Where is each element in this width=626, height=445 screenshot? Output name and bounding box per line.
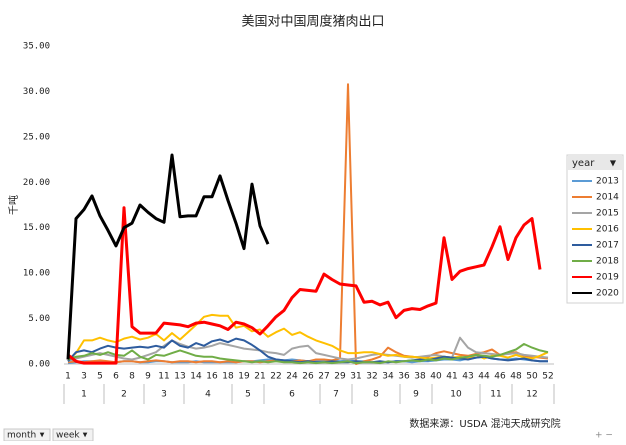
x-tick-label: 43 <box>462 372 473 382</box>
x-tick-label: 8 <box>129 372 135 382</box>
x-group-label: 8 <box>373 390 379 400</box>
x-tick-label: 3 <box>81 372 87 382</box>
legend-label: 2020 <box>596 289 619 299</box>
x-tick-label: 41 <box>446 372 457 382</box>
x-tick-label: 13 <box>174 372 185 382</box>
series-line <box>67 336 549 363</box>
x-group-label: 9 <box>413 390 419 400</box>
legend-label: 2018 <box>596 257 619 267</box>
y-tick-label: 30.00 <box>23 87 50 97</box>
x-tick-label: 18 <box>222 372 234 382</box>
legend-label: 2017 <box>596 241 619 251</box>
legend-label: 2014 <box>596 193 619 203</box>
pivot-button-arrow: ▼ <box>83 432 88 439</box>
source-note: 数据来源：USDA 混沌天成研究院 <box>409 417 560 430</box>
legend-header <box>568 156 622 170</box>
x-group-label: 2 <box>121 390 127 400</box>
x-tick-label: 52 <box>542 372 553 382</box>
x-tick-label: 9 <box>145 372 151 382</box>
x-group-label: 1 <box>81 390 87 400</box>
y-tick-label: 20.00 <box>23 178 50 188</box>
y-tick-label: 35.00 <box>23 42 50 52</box>
x-group-label: 7 <box>333 390 339 400</box>
y-tick-label: 0.00 <box>28 360 50 370</box>
x-group-label: 11 <box>490 390 501 400</box>
x-tick-label: 38 <box>414 372 426 382</box>
x-tick-label: 16 <box>206 372 218 382</box>
x-group-label: 3 <box>161 390 167 400</box>
x-tick-label: 50 <box>526 372 538 382</box>
x-tick-label: 14 <box>190 372 202 382</box>
x-tick-label: 11 <box>158 372 169 382</box>
x-tick-label: 1 <box>65 372 71 382</box>
legend-filter-button[interactable]: ▼ <box>610 159 617 168</box>
y-tick-label: 15.00 <box>23 223 50 233</box>
x-tick-label: 36 <box>398 372 410 382</box>
x-tick-label: 48 <box>510 372 522 382</box>
x-group-label: 12 <box>526 390 537 400</box>
y-axis-label: 千吨 <box>7 195 20 215</box>
legend-title: year <box>572 158 595 169</box>
x-tick-label: 6 <box>113 372 119 382</box>
x-group-label: 5 <box>245 390 251 400</box>
x-tick-label: 24 <box>286 372 298 382</box>
y-tick-label: 25.00 <box>23 132 50 142</box>
x-tick-label: 22 <box>270 372 281 382</box>
x-tick-label: 26 <box>302 372 314 382</box>
chart-title: 美国对中国周度猪肉出口 <box>241 14 384 30</box>
pivot-button-label: week <box>56 431 80 441</box>
x-group-label: 10 <box>450 390 462 400</box>
pivot-button-label: month <box>7 431 36 441</box>
x-tick-label: 27 <box>318 372 329 382</box>
x-tick-label: 34 <box>382 372 394 382</box>
x-tick-label: 21 <box>254 372 265 382</box>
legend-label: 2013 <box>596 177 619 187</box>
y-tick-label: 5.00 <box>28 314 50 324</box>
series-line <box>66 153 270 360</box>
legend-label: 2019 <box>596 273 619 283</box>
x-tick-label: 5 <box>97 372 103 382</box>
x-tick-label: 32 <box>366 372 377 382</box>
x-tick-label: 31 <box>350 372 361 382</box>
legend-label: 2016 <box>596 225 619 235</box>
zoom-buttons[interactable]: + − <box>595 431 613 441</box>
x-tick-label: 44 <box>478 372 490 382</box>
x-tick-label: 29 <box>334 372 346 382</box>
x-group-label: 4 <box>205 390 211 400</box>
series-line <box>67 343 549 365</box>
x-tick-label: 40 <box>430 372 442 382</box>
pivot-button-arrow: ▼ <box>40 432 45 439</box>
y-tick-label: 10.00 <box>23 269 50 279</box>
legend-label: 2015 <box>596 209 619 219</box>
x-tick-label: 19 <box>238 372 250 382</box>
x-tick-label: 46 <box>494 372 506 382</box>
series-line <box>67 206 542 365</box>
x-group-label: 6 <box>289 390 295 400</box>
